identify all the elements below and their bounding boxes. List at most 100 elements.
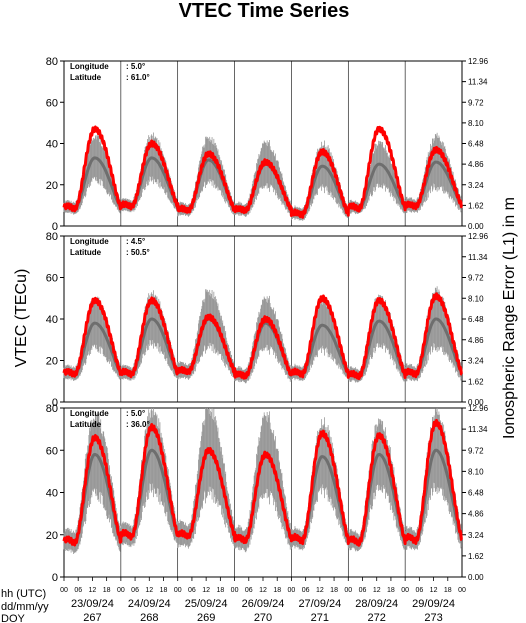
left-tick-label: 80 (46, 231, 58, 243)
doy-label: 271 (311, 612, 329, 623)
hour-tick-label: 12 (145, 587, 153, 594)
left-tick-label: 60 (46, 273, 58, 285)
hour-tick-label: 00 (60, 587, 68, 594)
location-label: Longitude : 5.0° Latitude : 36.0° (70, 409, 150, 429)
latitude-label: Latitude (70, 73, 102, 82)
right-tick-label: 11.34 (468, 253, 488, 262)
longitude-label: Longitude (70, 237, 109, 246)
left-tick-label: 20 (46, 356, 58, 368)
right-tick-label: 9.72 (468, 446, 484, 455)
date-label: 25/09/24 (185, 598, 228, 610)
hour-tick-label: 00 (174, 587, 182, 594)
footer-layer: hh (UTC) dd/mm/yy DOY 00 06 12 18 23/09/24 26… (1, 577, 466, 623)
hour-tick-label: 06 (245, 587, 253, 594)
hour-tick-label: 18 (160, 587, 168, 594)
left-tick-label: 80 (46, 56, 58, 68)
right-tick-label: 8.10 (468, 467, 484, 476)
y-axis-title-right: Ionospheric Range Error (L1) in m (501, 197, 518, 439)
hour-tick-label: 12 (316, 587, 324, 594)
right-tick-label: 8.10 (468, 294, 484, 303)
hour-tick-label: 12 (430, 587, 438, 594)
left-tick-label: 40 (46, 314, 58, 326)
right-tick-label: 11.34 (468, 78, 488, 87)
longitude-value: : 5.0° (126, 409, 145, 418)
hour-tick-label: 18 (330, 587, 338, 594)
doy-label: 272 (368, 612, 386, 623)
y-axis-title-left: VTEC (TECu) (13, 269, 30, 368)
hour-tick-label: 06 (74, 587, 82, 594)
date-label: 23/09/24 (71, 598, 114, 610)
hour-tick-label: 12 (202, 587, 210, 594)
longitude-label: Longitude (70, 409, 109, 418)
latitude-value: : 61.0° (126, 73, 150, 82)
date-label: 28/09/24 (355, 598, 398, 610)
right-tick-label: 0.00 (468, 398, 484, 407)
hour-tick-label: 00 (231, 587, 239, 594)
right-tick-label: 8.10 (468, 119, 484, 128)
hour-tick-label: 00 (117, 587, 125, 594)
left-tick-label: 20 (46, 530, 58, 542)
footer-label-date: dd/mm/yy (1, 601, 49, 613)
observed-line (62, 125, 463, 219)
right-tick-label: 1.62 (468, 201, 484, 210)
hour-tick-label: 12 (259, 587, 267, 594)
hour-tick-label: 18 (273, 587, 281, 594)
right-tick-label: 3.24 (468, 531, 484, 540)
longitude-value: : 5.0° (126, 62, 145, 71)
doy-label: 270 (254, 612, 272, 623)
right-tick-label: 4.86 (468, 510, 484, 519)
left-tick-label: 60 (46, 445, 58, 457)
hour-tick-label: 06 (188, 587, 196, 594)
longitude-label: Longitude (70, 62, 109, 71)
right-tick-label: 11.34 (468, 425, 488, 434)
right-tick-label: 9.72 (468, 98, 484, 107)
left-tick-label: 40 (46, 139, 58, 151)
right-tick-label: 0.00 (468, 573, 484, 582)
vtec-panel-2: 0 20 40 60 80 0.00 1.62 3.24 4.86 6.48 8.10 9.72 11.… (46, 231, 489, 409)
doy-label: 269 (197, 612, 215, 623)
right-tick-label: 4.86 (468, 160, 484, 169)
right-tick-label: 1.62 (468, 377, 484, 386)
hour-tick-label: 00 (458, 587, 466, 594)
right-tick-label: 3.24 (468, 357, 484, 366)
date-label: 24/09/24 (128, 598, 171, 610)
left-tick-label: 0 (52, 397, 58, 409)
right-tick-label: 6.48 (468, 315, 484, 324)
latitude-label: Latitude (70, 248, 102, 257)
hour-tick-label: 06 (415, 587, 423, 594)
observed-line (62, 418, 463, 547)
right-tick-label: 1.62 (468, 552, 484, 561)
footer-label-doy: DOY (1, 613, 26, 623)
hour-tick-label: 18 (444, 587, 452, 594)
right-tick-label: 12.96 (468, 232, 489, 241)
panels-layer: 0 20 40 60 80 0.00 1.62 3.24 4.86 6.48 8.10 9.72 11.… (46, 56, 489, 584)
location-label: Longitude : 4.5° Latitude : 50.5° (70, 237, 150, 257)
doy-label: 273 (424, 612, 442, 623)
chart-title: VTEC Time Series (179, 0, 350, 22)
latitude-value: : 50.5° (126, 248, 150, 257)
left-tick-label: 80 (46, 403, 58, 415)
left-tick-label: 60 (46, 97, 58, 109)
right-tick-label: 0.00 (468, 222, 484, 231)
hour-tick-label: 00 (344, 587, 352, 594)
hour-tick-label: 12 (89, 587, 97, 594)
observed-line (62, 292, 463, 381)
location-label: Longitude : 5.0° Latitude : 61.0° (70, 62, 150, 82)
doy-label: 267 (83, 612, 101, 623)
hour-tick-label: 06 (359, 587, 367, 594)
date-label: 26/09/24 (242, 598, 285, 610)
right-tick-label: 12.96 (468, 404, 489, 413)
hour-tick-label: 18 (387, 587, 395, 594)
right-tick-label: 6.48 (468, 140, 484, 149)
vtec-panel-1: 0 20 40 60 80 0.00 1.62 3.24 4.86 6.48 8.10 9.72 11.… (46, 56, 489, 233)
left-tick-label: 20 (46, 180, 58, 192)
vtec-panel-3: 0 20 40 60 80 0.00 1.62 3.24 4.86 6.48 8.10 9.72 11.… (46, 403, 489, 584)
hour-tick-label: 06 (302, 587, 310, 594)
date-label: 27/09/24 (298, 598, 341, 610)
latitude-value: : 36.0° (126, 420, 150, 429)
latitude-label: Latitude (70, 420, 102, 429)
right-tick-label: 3.24 (468, 181, 484, 190)
right-tick-label: 6.48 (468, 489, 484, 498)
hour-tick-label: 00 (401, 587, 409, 594)
longitude-value: : 4.5° (126, 237, 145, 246)
